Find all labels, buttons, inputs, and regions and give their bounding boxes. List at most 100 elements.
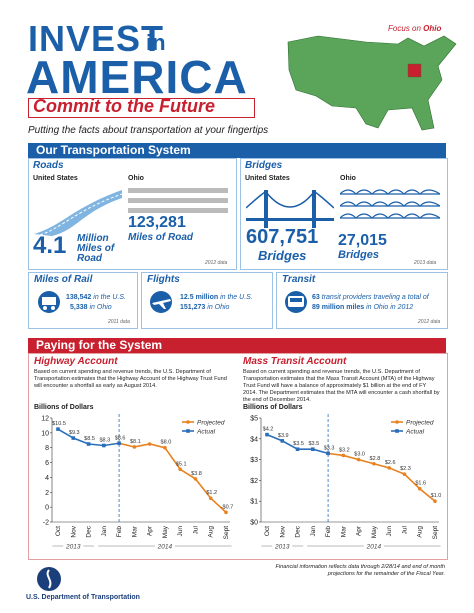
year-label: 2014 bbox=[366, 544, 382, 551]
rail-ohio: 5,338 in Ohio bbox=[70, 304, 112, 311]
y-tick-label: $5 bbox=[250, 416, 258, 423]
x-tick-label: Dec bbox=[295, 525, 302, 537]
road-shape bbox=[34, 190, 122, 236]
value-label: $9.3 bbox=[69, 430, 80, 436]
year-label-bg bbox=[154, 542, 175, 550]
point bbox=[265, 432, 269, 437]
y-tick-label: $0 bbox=[250, 520, 258, 527]
bridge-deck bbox=[246, 218, 334, 221]
legend-label: Actual bbox=[405, 428, 425, 435]
value-label: $3.5 bbox=[293, 441, 304, 447]
point bbox=[295, 447, 300, 451]
highway-text: Based on current spending and revenue tr… bbox=[34, 369, 227, 389]
rail-panel bbox=[28, 272, 138, 329]
roads-ohio-unit: Miles of Road bbox=[128, 232, 194, 243]
rail-us-value: 138,542 bbox=[66, 294, 92, 301]
y-axis-label: Billions of Dollars bbox=[34, 404, 94, 411]
value-label: $2.8 bbox=[370, 456, 381, 462]
value-label: $1.2 bbox=[206, 490, 217, 496]
bridges-ohio-label: Ohio bbox=[340, 175, 356, 182]
transit-line1-text: transit providers traveling a total of bbox=[321, 294, 429, 301]
value-label: $4.2 bbox=[263, 427, 274, 433]
point bbox=[208, 496, 213, 501]
value-label: $3.8 bbox=[191, 471, 202, 477]
map-shape bbox=[287, 35, 457, 131]
value-label: $1.0 bbox=[431, 493, 442, 499]
point bbox=[372, 461, 376, 466]
value-label: $8.1 bbox=[130, 439, 141, 445]
point bbox=[117, 441, 121, 446]
transit-line1: 63 transit providers traveling a total o… bbox=[312, 294, 429, 301]
y-tick-label: $3 bbox=[250, 457, 258, 464]
flights-ohio-text: in Ohio bbox=[207, 304, 230, 311]
value-label: $1.6 bbox=[415, 481, 426, 487]
bridge-tower bbox=[312, 190, 316, 228]
x-tick-label: Sept bbox=[432, 526, 439, 540]
rail-note: 2011 data bbox=[108, 319, 130, 325]
value-label: $5.1 bbox=[176, 461, 187, 467]
bridge-tower bbox=[264, 190, 268, 228]
year-label: 2014 bbox=[157, 544, 173, 551]
value-label: $8.3 bbox=[99, 437, 110, 443]
flights-us-value: 12.5 million bbox=[180, 294, 219, 301]
roads-note: 2012 data bbox=[205, 260, 228, 266]
transit-line1-value: 63 bbox=[312, 294, 320, 301]
y-tick-label: $1 bbox=[250, 499, 258, 506]
y-tick-label: $4 bbox=[250, 436, 258, 443]
point bbox=[224, 510, 228, 515]
legend-marker bbox=[395, 429, 399, 433]
roads-us-value: 4.1 bbox=[33, 232, 67, 259]
x-tick-label: Jun bbox=[386, 526, 393, 537]
focus-state: Ohio bbox=[423, 24, 442, 33]
footer-agency: U.S. Department of Transportation bbox=[26, 594, 140, 601]
rail-icon bbox=[38, 291, 60, 313]
transit-account-title: Mass Transit Account bbox=[243, 356, 347, 367]
transit-line2: 89 million miles in Ohio in 2012 bbox=[312, 304, 413, 311]
x-tick-label: Nov bbox=[70, 525, 77, 537]
value-label: $8.0 bbox=[161, 440, 172, 446]
flights-ohio-value: 151,273 bbox=[180, 304, 206, 311]
ohio-bridge-icons bbox=[340, 189, 440, 219]
y-tick-label: -2 bbox=[43, 520, 49, 527]
bridge-row bbox=[340, 189, 440, 219]
bus-icon bbox=[285, 291, 307, 313]
flights-panel bbox=[141, 272, 273, 329]
transit-line2-value: 89 million miles bbox=[312, 304, 365, 311]
roads-ohio-label: Ohio bbox=[128, 175, 144, 182]
bridges-panel bbox=[240, 158, 448, 270]
roads-us-unit: Million Miles of Road bbox=[77, 233, 115, 264]
series-line bbox=[118, 442, 227, 513]
bridges-ohio-value: 27,015 bbox=[338, 232, 387, 249]
us-map bbox=[287, 35, 457, 131]
title-in: in bbox=[146, 30, 166, 55]
title-line1: INVEST bbox=[28, 18, 165, 59]
road-icon bbox=[34, 190, 123, 236]
x-tick-label: Nov bbox=[279, 525, 286, 537]
transit-chart: Billions of Dollars $0 $1 $2 $3 $4 $5 Oct Nov Dec… bbox=[243, 404, 442, 551]
bridge-cable bbox=[246, 191, 334, 209]
flights-ohio: 151,273 in Ohio bbox=[180, 304, 229, 311]
value-label: $3.9 bbox=[278, 433, 289, 439]
y-tick-label: 8 bbox=[45, 445, 49, 452]
series-line bbox=[327, 452, 436, 502]
x-tick-label: Mar bbox=[131, 525, 138, 537]
x-tick-label: Dec bbox=[86, 525, 93, 537]
value-label: $8.5 bbox=[84, 436, 95, 442]
bridges-ohio-unit: Bridges bbox=[338, 249, 379, 261]
point bbox=[433, 499, 437, 503]
year-label-bg bbox=[363, 542, 384, 550]
roads-panel bbox=[28, 158, 237, 270]
paying-panel bbox=[28, 353, 448, 560]
x-tick-label: Jun bbox=[177, 526, 184, 537]
roads-us-label: United States bbox=[33, 175, 78, 182]
x-tick-label: May bbox=[371, 525, 378, 538]
value-label: -$0.7 bbox=[221, 504, 234, 510]
y-tick-label: 4 bbox=[45, 475, 49, 482]
roads-title: Roads bbox=[33, 160, 64, 171]
x-tick-label: Apr bbox=[356, 525, 363, 536]
x-tick-label: Aug bbox=[208, 526, 215, 538]
value-label: $3.0 bbox=[354, 452, 365, 458]
x-tick-label: Jul bbox=[192, 525, 199, 534]
transit-title: Transit bbox=[282, 274, 316, 285]
point bbox=[147, 442, 152, 446]
